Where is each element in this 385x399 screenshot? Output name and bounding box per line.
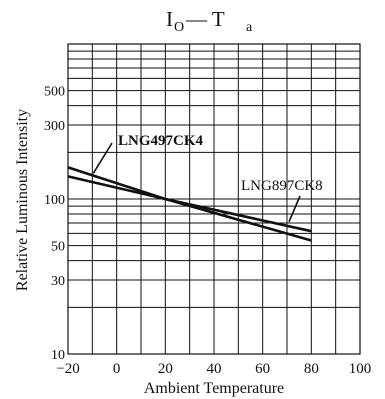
series-group	[67, 166, 312, 242]
x-tick-label: 100	[349, 361, 372, 377]
series-label-lng897ck8: LNG897CK8	[241, 178, 323, 194]
series-label-lng497ck4: LNG497CK4	[118, 133, 204, 149]
y-tick-label: 500	[44, 85, 65, 100]
chart-title-rest: — T	[185, 7, 225, 31]
grid	[68, 44, 360, 354]
chart-title: I O — T a	[166, 7, 253, 35]
x-tick-label: 60	[255, 361, 270, 377]
y-tick-label: 100	[44, 193, 65, 208]
x-tick-label: 20	[158, 361, 173, 377]
chart-title-rest-subscript: a	[246, 20, 253, 35]
x-tick-label: 0	[113, 361, 121, 377]
y-tick-labels: 10 30 50 100 300 500	[44, 85, 65, 363]
y-tick-label: 50	[51, 240, 65, 255]
x-tick-label: −20	[56, 361, 79, 377]
y-tick-label: 300	[44, 119, 65, 134]
plot-frame	[67, 43, 361, 355]
x-axis-label: Ambient Temperature	[144, 380, 284, 397]
leader-line-lng897ck8	[288, 195, 301, 223]
chart-title-subscript: O	[174, 20, 184, 35]
y-tick-label: 30	[51, 274, 65, 289]
annotations: LNG497CK4 LNG897CK8	[92, 133, 323, 223]
y-axis-label: Relative Luminous Intensity	[14, 109, 31, 291]
series-line-lng897ck8	[67, 175, 312, 233]
chart-title-main: I	[166, 7, 173, 31]
x-tick-label: 80	[304, 361, 319, 377]
x-tick-labels: −20 0 20 40 60 80 100	[56, 361, 371, 377]
x-tick-label: 40	[207, 361, 222, 377]
y-tick-label: 10	[51, 348, 65, 363]
leader-line-lng497ck4	[92, 142, 113, 174]
